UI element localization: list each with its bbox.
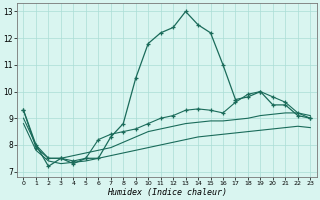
X-axis label: Humidex (Indice chaleur): Humidex (Indice chaleur)	[107, 188, 227, 197]
